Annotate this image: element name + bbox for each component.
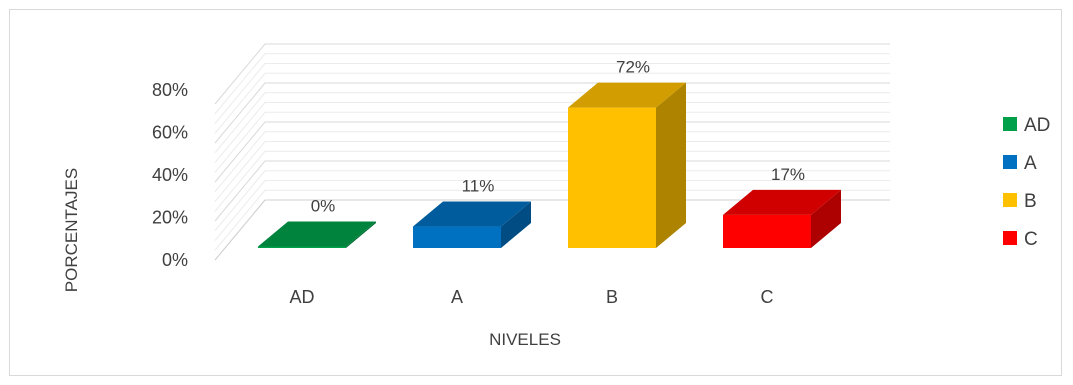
bar-b xyxy=(568,82,686,248)
y-tick-label: 0% xyxy=(162,250,188,270)
legend-swatch xyxy=(1003,193,1017,207)
x-tick-label: A xyxy=(451,287,463,307)
bar-side-face xyxy=(656,82,686,248)
gridline xyxy=(214,43,890,105)
x-tick-label: C xyxy=(761,287,774,307)
bar-top-face xyxy=(258,221,376,247)
x-axis-title: NIVELES xyxy=(489,330,561,349)
bar-top-face xyxy=(568,82,686,108)
bar-front-face xyxy=(258,246,346,248)
gridline xyxy=(214,82,890,144)
legend-item: C xyxy=(1003,229,1038,250)
data-label: 17% xyxy=(771,165,805,184)
bar-top-face xyxy=(723,189,841,215)
legend-label: AD xyxy=(1024,115,1050,136)
legend-item: B xyxy=(1003,191,1037,212)
legend-item: AD xyxy=(1003,115,1050,136)
y-axis-ticks: 0% 20% 40% 60% 80% xyxy=(152,80,188,270)
legend-label: B xyxy=(1024,191,1037,212)
y-tick-label: 40% xyxy=(152,165,188,185)
bar-front-face xyxy=(723,214,811,248)
x-tick-label: B xyxy=(606,287,618,307)
data-label: 11% xyxy=(462,177,495,196)
legend-item: A xyxy=(1003,153,1037,174)
gridline xyxy=(214,92,890,154)
bar-side-face xyxy=(501,201,531,248)
data-labels: 0% 11% 72% 17% xyxy=(311,58,805,216)
y-tick-label: 80% xyxy=(152,80,188,100)
bar-front-face xyxy=(568,107,656,248)
gridline xyxy=(214,53,890,115)
bar-side-face xyxy=(811,189,841,248)
legend-label: C xyxy=(1024,229,1038,250)
bar-ad xyxy=(258,221,376,248)
gridline xyxy=(214,111,890,173)
legend: AD ABC xyxy=(1003,115,1050,250)
legend-swatch xyxy=(1003,155,1017,169)
bars xyxy=(258,82,841,248)
y-tick-label: 60% xyxy=(152,123,188,143)
data-label: 72% xyxy=(616,58,650,77)
gridline xyxy=(214,102,890,163)
y-axis-title: PORCENTAJES xyxy=(62,168,81,292)
gridline xyxy=(214,63,890,124)
x-tick-label: AD xyxy=(289,287,314,307)
gridline xyxy=(214,72,890,134)
legend-swatch xyxy=(1003,231,1017,245)
bar-c xyxy=(723,189,841,248)
chart-frame xyxy=(9,9,1062,376)
bar-a xyxy=(413,201,531,248)
legend-label: A xyxy=(1024,153,1037,174)
x-axis-categories: AD A B C xyxy=(289,287,773,307)
bar-side-face xyxy=(346,221,376,248)
bar-front-face xyxy=(413,226,501,248)
y-tick-label: 20% xyxy=(152,208,188,228)
data-label: 0% xyxy=(311,197,336,216)
bar-top-face xyxy=(413,201,531,227)
legend-swatch xyxy=(1003,117,1017,131)
